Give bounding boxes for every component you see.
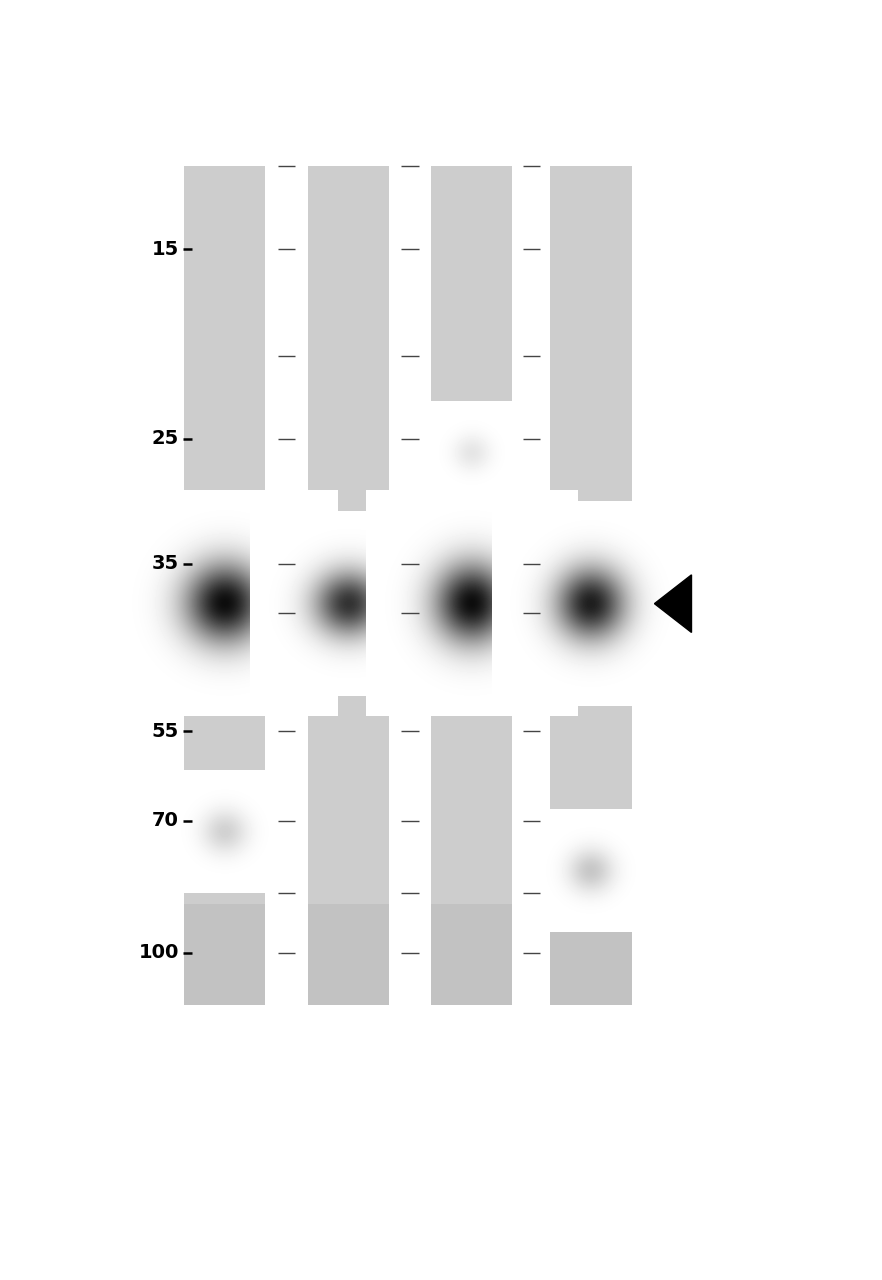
Bar xyxy=(550,904,632,1005)
Bar xyxy=(550,166,632,1005)
Bar xyxy=(431,166,512,1005)
Text: 55: 55 xyxy=(152,722,179,741)
Polygon shape xyxy=(654,575,691,632)
Bar xyxy=(184,904,265,1005)
Bar xyxy=(184,166,265,1005)
Bar xyxy=(431,904,512,1005)
Bar xyxy=(308,166,389,1005)
Text: 15: 15 xyxy=(152,239,179,259)
Text: 100: 100 xyxy=(138,943,179,963)
Text: 35: 35 xyxy=(152,554,179,573)
Text: 70: 70 xyxy=(153,812,179,831)
Bar xyxy=(308,904,389,1005)
Text: 25: 25 xyxy=(152,429,179,448)
